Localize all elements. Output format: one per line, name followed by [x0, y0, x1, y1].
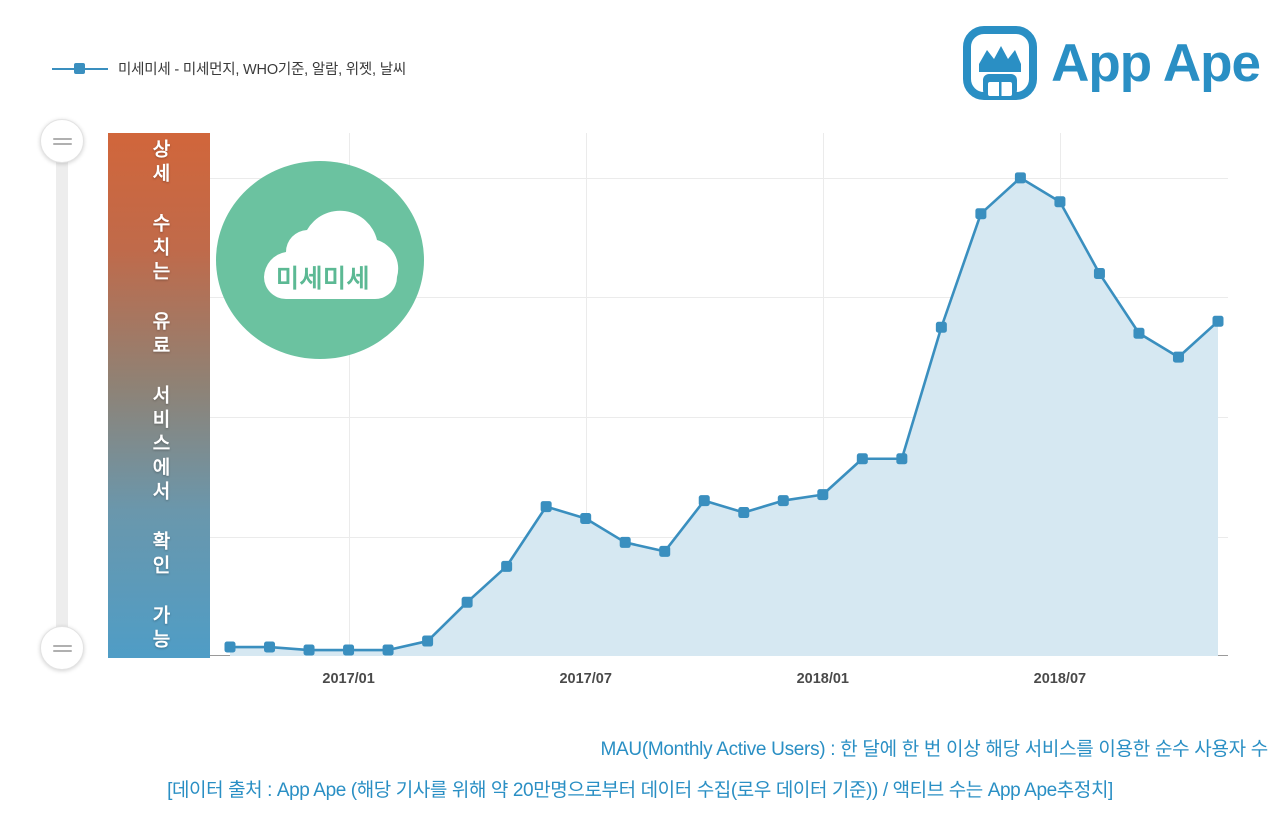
chart-point-marker[interactable] — [1054, 196, 1066, 208]
chart-point-marker[interactable] — [224, 641, 236, 653]
chart-point-marker[interactable] — [896, 453, 908, 465]
chart-point-marker[interactable] — [1212, 315, 1224, 327]
chart-legend: 미세미세 - 미세먼지, WHO기준, 알람, 위젯, 날씨 — [52, 58, 406, 79]
chart-point-marker[interactable] — [975, 208, 987, 220]
chart-gridline-vertical — [348, 133, 350, 656]
chart-x-tick-label: 2017/07 — [559, 671, 612, 687]
equals-grip-icon — [52, 137, 72, 140]
chart-point-marker[interactable] — [777, 495, 789, 507]
chart-point-marker[interactable] — [540, 501, 552, 513]
chart-point-marker[interactable] — [1172, 351, 1184, 363]
chart-x-tick-labels: 2017/01 2017/07 2018/01 2018/07 — [108, 671, 1228, 695]
chart-gridline-vertical — [585, 133, 587, 656]
legend-marker-icon — [52, 62, 108, 76]
chart-point-marker[interactable] — [659, 545, 671, 557]
chart-series-mau — [224, 172, 1224, 656]
chart-area-fill — [230, 177, 1218, 656]
range-handle-bottom[interactable] — [40, 626, 84, 670]
range-handle-top[interactable] — [40, 119, 84, 163]
chart-point-marker[interactable] — [619, 536, 631, 548]
svg-text:미세미세: 미세미세 — [276, 265, 370, 293]
chart-point-marker[interactable] — [1014, 172, 1026, 184]
range-slider-track[interactable] — [56, 140, 68, 650]
chart-point-marker[interactable] — [422, 635, 434, 647]
app-ape-logo: App Ape — [963, 26, 1261, 100]
chart-point-marker[interactable] — [698, 495, 710, 507]
chart-gridline-vertical — [822, 133, 824, 656]
chart-point-marker[interactable] — [817, 489, 829, 501]
chart-point-marker[interactable] — [856, 453, 868, 465]
chart-point-marker[interactable] — [935, 321, 947, 333]
chart-point-marker[interactable] — [343, 644, 355, 656]
legend-label: 미세미세 - 미세먼지, WHO기준, 알람, 위젯, 날씨 — [118, 62, 406, 78]
chart-point-marker[interactable] — [738, 507, 750, 519]
chart-line — [230, 176, 1219, 652]
chart-gridline-horizontal — [108, 177, 1228, 179]
chart-point-marker[interactable] — [580, 513, 592, 525]
caption-mau-definition: MAU(Monthly Active Users) : 한 달에 한 번 이상 … — [600, 739, 1269, 760]
chart-point-marker[interactable] — [1093, 267, 1105, 279]
chart-point-marker[interactable] — [1133, 327, 1145, 339]
chart-point-marker[interactable] — [501, 560, 513, 572]
chart-x-tick-label: 2018/01 — [796, 671, 850, 687]
chart-point-marker[interactable] — [461, 596, 473, 608]
chart-point-markers — [224, 172, 1224, 656]
chart-plot-area — [108, 133, 1228, 656]
chart-x-tick-label: 2018/07 — [1033, 671, 1087, 687]
app-ape-ape-face-icon — [963, 26, 1038, 100]
paid-service-notice-banner: 상세 수치는 유료 서비스에서 확인 가능 — [108, 133, 210, 658]
caption-data-source: [데이터 출처 : App Ape (해당 기사를 위해 약 20만명으로부터 … — [167, 780, 1113, 801]
paid-service-notice-text: 상세 수치는 유료 서비스에서 확인 가능 — [148, 138, 170, 653]
chart-gridline-horizontal — [108, 416, 1228, 418]
chart-point-marker[interactable] — [382, 644, 394, 656]
app-icon-cloud-icon: 미세미세 — [264, 210, 399, 299]
equals-grip-icon — [52, 649, 72, 652]
equals-grip-icon — [52, 644, 72, 647]
app-icon-misemise: 미세미세 — [216, 161, 434, 359]
chart-point-marker[interactable] — [303, 644, 315, 656]
chart-gridline-horizontal — [108, 297, 1228, 299]
equals-grip-icon — [52, 142, 72, 145]
chart-gridline-horizontal — [108, 536, 1228, 538]
chart-x-tick-label: 2017/01 — [322, 671, 375, 687]
chart-point-marker[interactable] — [264, 641, 276, 653]
app-ape-wordmark: App Ape — [1051, 33, 1261, 93]
